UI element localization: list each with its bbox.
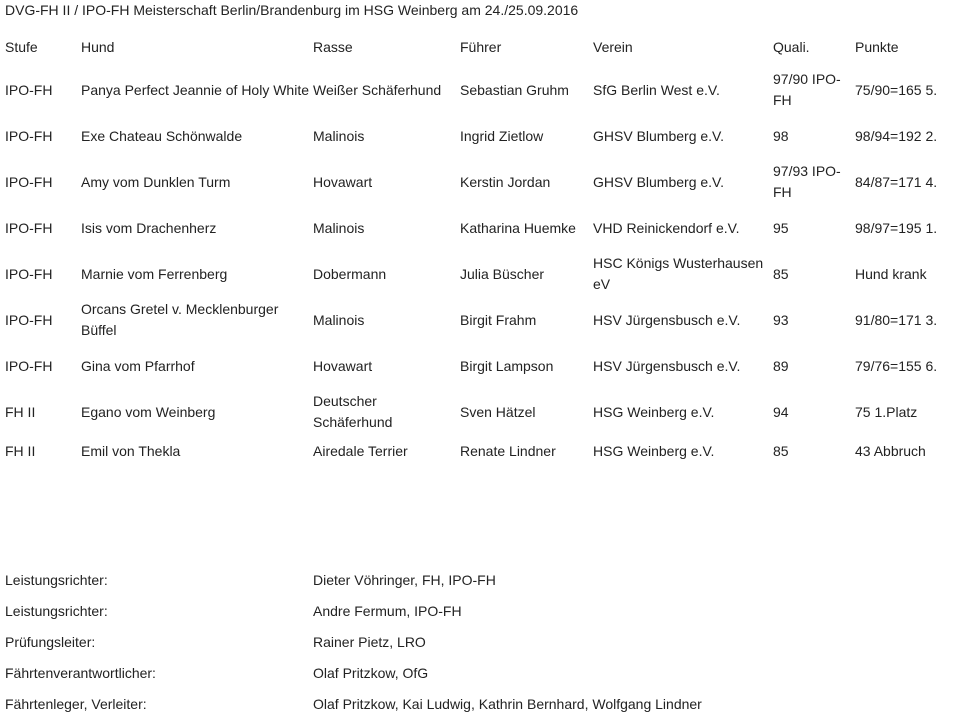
cell-rasse: Deutscher Schäferhund	[313, 393, 393, 430]
table-row: IPO-FH Exe Chateau Schönwalde Malinois Ingr…	[5, 113, 963, 159]
official-row: Fährtenverantwortlicher: Olaf Pritzkow, O…	[5, 657, 702, 688]
cell-verein: HSG Weinberg e.V.	[593, 403, 715, 420]
cell-fuehrer: Katharina Huemke	[460, 219, 576, 236]
cell-verein: VHD Reinickendorf e.V.	[593, 219, 740, 236]
cell-fuehrer: Sebastian Gruhm	[460, 81, 569, 98]
cell-punkte: 98/97=195 1.	[855, 219, 938, 236]
official-role: Leistungsrichter:	[5, 602, 108, 619]
cell-verein: HSG Weinberg e.V.	[593, 442, 715, 459]
cell-quali: 85	[773, 442, 789, 459]
table-row: FH II Egano vom Weinberg Deutscher Schäfer…	[5, 389, 963, 435]
official-role: Fährtenleger, Verleiter:	[5, 695, 147, 712]
cell-rasse: Weißer Schäferhund	[313, 81, 442, 98]
cell-stufe: IPO-FH	[5, 173, 53, 190]
cell-verein: GHSV Blumberg e.V.	[593, 173, 724, 190]
table-row: IPO-FH Isis vom Drachenherz Malinois Kathar…	[5, 205, 963, 251]
column-header-verein: Verein	[593, 38, 633, 55]
cell-fuehrer: Ingrid Zietlow	[460, 127, 544, 144]
cell-rasse: Airedale Terrier	[313, 442, 408, 459]
cell-fuehrer: Kerstin Jordan	[460, 173, 551, 190]
officials-list: Leistungsrichter: Dieter Vöhringer, FH, I…	[5, 564, 702, 719]
official-role: Prüfungsleiter:	[5, 633, 96, 650]
cell-hund: Egano vom Weinberg	[81, 403, 216, 420]
column-header-hund: Hund	[81, 38, 115, 55]
cell-rasse: Malinois	[313, 311, 365, 328]
cell-verein: HSC Königs Wusterhausen eV	[593, 255, 764, 292]
official-row: Prüfungsleiter: Rainer Pietz, LRO	[5, 626, 702, 657]
cell-rasse: Dobermann	[313, 265, 387, 282]
official-row: Leistungsrichter: Andre Fermum, IPO-FH	[5, 595, 702, 626]
table-row: IPO-FH Marnie vom Ferrenberg Dobermann Juli…	[5, 251, 963, 297]
cell-verein: SfG Berlin West e.V.	[593, 81, 720, 98]
cell-stufe: IPO-FH	[5, 357, 53, 374]
table-row: IPO-FH Gina vom Pfarrhof Hovawart Birgit La…	[5, 343, 963, 389]
cell-punkte: 43 Abbruch	[855, 442, 926, 459]
official-role: Leistungsrichter:	[5, 571, 108, 588]
cell-hund: Isis vom Drachenherz	[81, 219, 217, 236]
cell-quali: 85	[773, 265, 789, 282]
column-header-rasse: Rasse	[313, 38, 353, 55]
cell-fuehrer: Birgit Frahm	[460, 311, 537, 328]
cell-stufe: FH II	[5, 403, 36, 420]
cell-hund: Exe Chateau Schönwalde	[81, 127, 243, 144]
cell-hund: Orcans Gretel v. Mecklenburger Büffel	[81, 301, 279, 338]
official-name: Olaf Pritzkow, OfG	[313, 664, 429, 681]
cell-verein: HSV Jürgensbusch e.V.	[593, 357, 741, 374]
cell-stufe: IPO-FH	[5, 127, 53, 144]
official-name: Andre Fermum, IPO-FH	[313, 602, 462, 619]
cell-fuehrer: Birgit Lampson	[460, 357, 554, 374]
cell-hund: Panya Perfect Jeannie of Holy White	[81, 81, 310, 98]
cell-stufe: IPO-FH	[5, 265, 53, 282]
cell-stufe: IPO-FH	[5, 311, 53, 328]
cell-quali: 93	[773, 311, 789, 328]
table-row: IPO-FH Amy vom Dunklen Turm Hovawart Kersti…	[5, 159, 963, 205]
official-row: Fährtenleger, Verleiter: Olaf Pritzkow, K…	[5, 688, 702, 719]
cell-quali: 98	[773, 127, 789, 144]
cell-fuehrer: Renate Lindner	[460, 442, 556, 459]
cell-quali: 97/90 IPO-FH	[773, 71, 841, 108]
cell-punkte: 75/90=165 5.	[855, 81, 938, 98]
official-name: Dieter Vöhringer, FH, IPO-FH	[313, 571, 496, 588]
official-name: Olaf Pritzkow, Kai Ludwig, Kathrin Bernh…	[313, 695, 702, 712]
cell-stufe: IPO-FH	[5, 219, 53, 236]
cell-fuehrer: Sven Hätzel	[460, 403, 536, 420]
cell-punkte: 91/80=171 3.	[855, 311, 938, 328]
table-row: FH II Emil von Thekla Airedale Terrier Rena…	[5, 435, 963, 467]
cell-quali: 97/93 IPO-FH	[773, 163, 841, 200]
cell-verein: GHSV Blumberg e.V.	[593, 127, 724, 144]
column-header-stufe: Stufe	[5, 38, 38, 55]
cell-punkte: 98/94=192 2.	[855, 127, 938, 144]
column-header-fuehrer: Führer	[460, 38, 502, 55]
cell-punkte: Hund krank	[855, 265, 927, 282]
cell-quali: 94	[773, 403, 789, 420]
cell-rasse: Malinois	[313, 127, 365, 144]
cell-fuehrer: Julia Büscher	[460, 265, 545, 282]
cell-punkte: 84/87=171 4.	[855, 173, 938, 190]
column-header-punkte: Punkte	[855, 38, 899, 55]
page-title: DVG-FH II / IPO-FH Meisterschaft Berlin/…	[5, 2, 579, 18]
column-header-quali: Quali.	[773, 38, 810, 55]
official-row: Leistungsrichter: Dieter Vöhringer, FH, I…	[5, 564, 702, 595]
official-name: Rainer Pietz, LRO	[313, 633, 426, 650]
table-row: IPO-FH Orcans Gretel v. Mecklenburger Büf…	[5, 297, 963, 343]
cell-punkte: 75 1.Platz	[855, 403, 918, 420]
cell-hund: Gina vom Pfarrhof	[81, 357, 195, 374]
cell-rasse: Hovawart	[313, 173, 373, 190]
cell-stufe: FH II	[5, 442, 36, 459]
cell-quali: 89	[773, 357, 789, 374]
cell-rasse: Malinois	[313, 219, 365, 236]
table-header: Stufe Hund Rasse Führer Verein Quali. Punkte	[5, 27, 963, 67]
cell-hund: Emil von Thekla	[81, 442, 181, 459]
cell-hund: Marnie vom Ferrenberg	[81, 265, 228, 282]
cell-verein: HSV Jürgensbusch e.V.	[593, 311, 741, 328]
official-role: Fährtenverantwortlicher:	[5, 664, 156, 681]
results-table: Stufe Hund Rasse Führer Verein Quali. Punkte I…	[5, 27, 963, 467]
table-row: IPO-FH Panya Perfect Jeannie of Holy Whit…	[5, 67, 963, 113]
cell-hund: Amy vom Dunklen Turm	[81, 173, 231, 190]
cell-quali: 95	[773, 219, 789, 236]
cell-rasse: Hovawart	[313, 357, 373, 374]
cell-stufe: IPO-FH	[5, 81, 53, 98]
cell-punkte: 79/76=155 6.	[855, 357, 938, 374]
